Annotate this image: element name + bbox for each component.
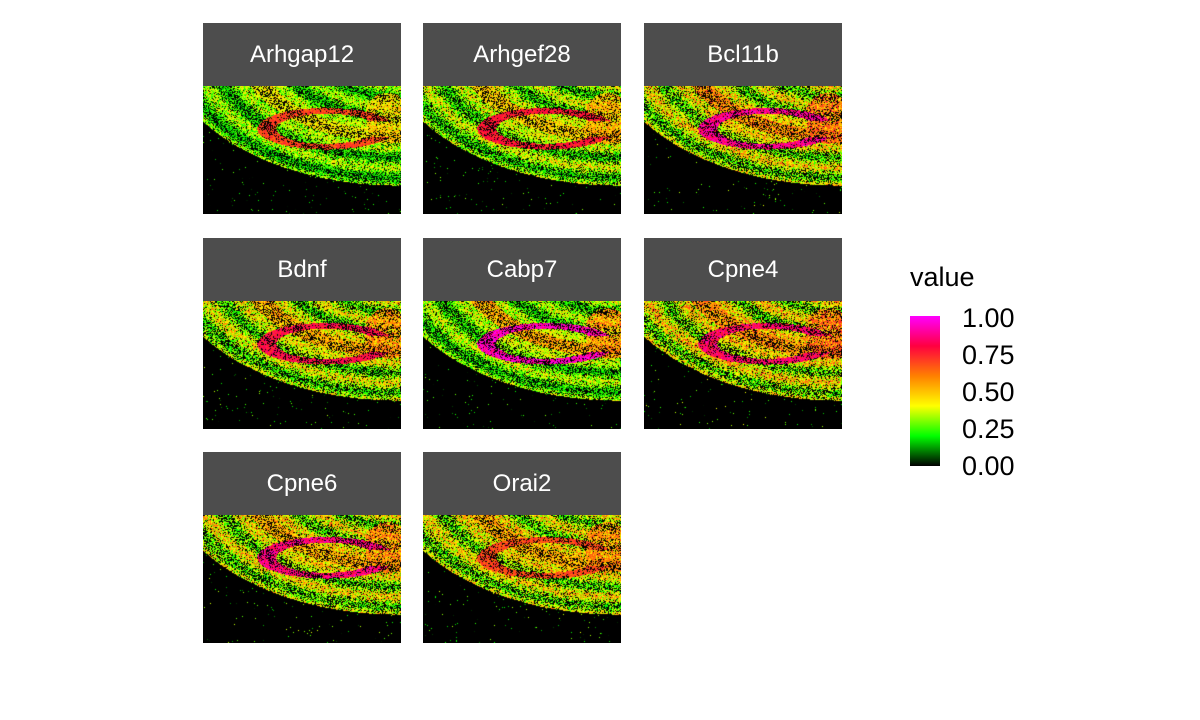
legend-title: value — [910, 262, 975, 292]
expression-heatmap — [644, 86, 842, 214]
facet-strip-label: Cpne6 — [203, 452, 401, 515]
expression-heatmap — [203, 86, 401, 214]
facet-panel: Bdnf — [203, 238, 401, 429]
expression-heatmap — [203, 515, 401, 643]
facet-panel: Orai2 — [423, 452, 621, 643]
color-legend: value 1.00 0.75 0.50 0.25 0.00 — [908, 262, 1108, 482]
facet-strip-label: Bcl11b — [644, 23, 842, 86]
facet-strip-label: Arhgef28 — [423, 23, 621, 86]
facet-panel: Cpne4 — [644, 238, 842, 429]
legend-colorbar — [910, 316, 940, 466]
expression-heatmap — [423, 86, 621, 214]
legend-tick-label: 0.25 — [962, 414, 1015, 444]
facet-strip-label: Cpne4 — [644, 238, 842, 301]
facet-strip-label: Orai2 — [423, 452, 621, 515]
facet-panel: Arhgef28 — [423, 23, 621, 214]
facet-panel: Cpne6 — [203, 452, 401, 643]
expression-heatmap — [423, 301, 621, 429]
facet-panel: Bcl11b — [644, 23, 842, 214]
expression-heatmap — [423, 515, 621, 643]
expression-heatmap — [203, 301, 401, 429]
facet-strip-label: Cabp7 — [423, 238, 621, 301]
facet-panel: Cabp7 — [423, 238, 621, 429]
facet-strip-label: Arhgap12 — [203, 23, 401, 86]
legend-tick-label: 0.75 — [962, 340, 1015, 370]
legend-tick-label: 1.00 — [962, 303, 1015, 333]
legend-tick-label: 0.50 — [962, 377, 1015, 407]
legend-tick-label: 0.00 — [962, 451, 1015, 481]
expression-heatmap — [644, 301, 842, 429]
facet-strip-label: Bdnf — [203, 238, 401, 301]
facet-panel: Arhgap12 — [203, 23, 401, 214]
